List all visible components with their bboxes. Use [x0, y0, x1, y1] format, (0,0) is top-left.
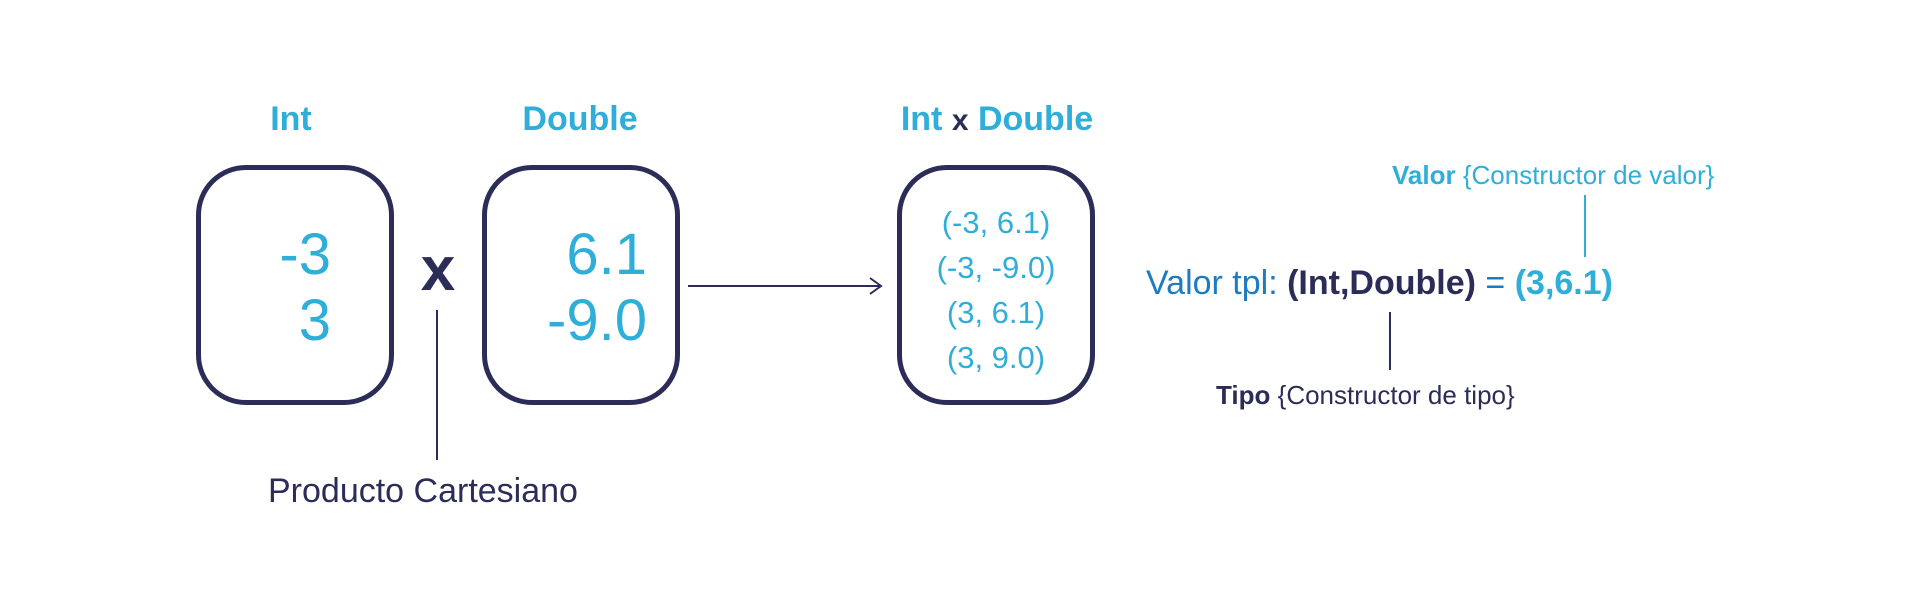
double-value-2: -9.0	[547, 288, 647, 353]
cartesian-product-label: Producto Cartesiano	[268, 472, 578, 510]
value-tuple: (3,6.1)	[1514, 264, 1613, 302]
arrow-icon	[688, 277, 883, 295]
tipo-annotation: Tipo {Constructor de tipo}	[1216, 380, 1515, 411]
pairs-list: (-3, 6.1) (-3, -9.0) (3, 6.1) (3, 9.0)	[902, 200, 1090, 380]
tipo-desc: {Constructor de tipo}	[1277, 380, 1515, 410]
valor-annotation: Valor {Constructor de valor}	[1392, 160, 1714, 191]
int-value-1: -3	[279, 222, 331, 287]
valor-desc: {Constructor de valor}	[1462, 160, 1715, 190]
operator-leader-line	[436, 310, 438, 460]
cartesian-operator: x	[420, 235, 456, 304]
product-title-x: x	[951, 104, 969, 137]
pair-item: (-3, 6.1)	[941, 205, 1051, 240]
valor-leader-line	[1584, 195, 1586, 257]
tipo-word: Tipo	[1216, 380, 1271, 410]
product-set-title: Int x Double	[862, 100, 1132, 139]
int-value-2: 3	[298, 288, 331, 353]
double-set-box: 6.1 -9.0	[482, 165, 680, 405]
product-title-right: Double	[977, 100, 1094, 138]
double-set-title: Double	[522, 100, 638, 138]
int-set-title: Int	[270, 100, 312, 138]
valor-word: Valor	[1392, 160, 1456, 190]
double-value-1: 6.1	[566, 222, 647, 287]
equals-sign: =	[1485, 264, 1506, 302]
tipo-leader-line	[1389, 312, 1391, 370]
product-set-box: (-3, 6.1) (-3, -9.0) (3, 6.1) (3, 9.0)	[897, 165, 1095, 405]
pair-item: (3, 9.0)	[946, 340, 1046, 375]
type-tuple: (Int,Double)	[1287, 264, 1476, 302]
product-title-left: Int	[900, 100, 943, 138]
value-label: Valor tpl:	[1146, 264, 1278, 302]
type-expression: Valor tpl: (Int,Double) = (3,6.1)	[1146, 264, 1613, 303]
pair-item: (-3, -9.0)	[936, 250, 1056, 285]
int-set-box: -3 3	[196, 165, 394, 405]
pair-item: (3, 6.1)	[946, 295, 1046, 330]
